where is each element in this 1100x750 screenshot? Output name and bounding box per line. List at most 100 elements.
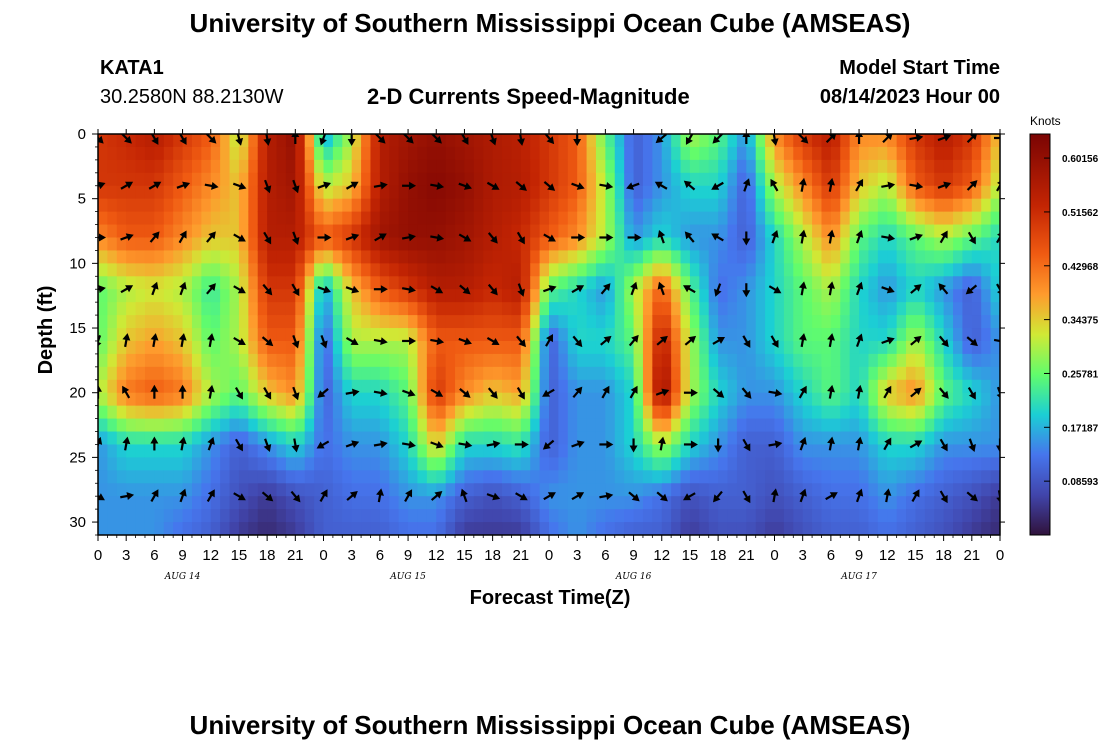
heatmap-cell	[830, 159, 841, 174]
heatmap-cell	[821, 470, 832, 484]
heatmap-cell	[210, 250, 221, 264]
current-arrow	[486, 492, 501, 501]
heatmap-cell	[586, 379, 597, 394]
heatmap-cell	[755, 509, 766, 523]
heatmap-cell	[267, 509, 278, 523]
heatmap-cell	[671, 315, 682, 329]
current-arrow	[178, 333, 187, 348]
heatmap-cell	[473, 315, 484, 329]
heatmap-cell	[868, 134, 879, 148]
heatmap-cell	[605, 496, 616, 510]
heatmap-cell	[408, 431, 419, 446]
heatmap-cell	[135, 392, 146, 407]
heatmap-cell	[849, 134, 860, 148]
heatmap-cell	[830, 496, 841, 510]
heatmap-cell	[464, 418, 475, 433]
heatmap-cell	[699, 483, 710, 497]
heatmap-cell	[924, 379, 935, 394]
heatmap-cell	[173, 509, 184, 523]
heatmap-cell	[361, 379, 372, 394]
heatmap-cell	[332, 509, 343, 523]
heatmap-cell	[210, 483, 221, 497]
heatmap-cell	[144, 263, 155, 277]
heatmap-cell	[210, 496, 221, 510]
heatmap-cell	[990, 224, 1000, 239]
heatmap-cell	[812, 418, 823, 433]
current-arrow	[627, 233, 642, 242]
heatmap-cell	[962, 146, 973, 161]
heatmap-cell	[821, 457, 832, 471]
heatmap-cell	[877, 237, 888, 252]
heatmap-cell	[661, 172, 672, 187]
heatmap-cell	[595, 366, 606, 381]
current-arrow	[179, 281, 187, 296]
heatmap-cell	[849, 353, 860, 368]
heatmap-cell	[793, 379, 804, 394]
heatmap-cell	[981, 353, 992, 368]
heatmap-cell	[558, 315, 569, 329]
heatmap-cell	[746, 185, 757, 200]
heatmap-cell	[605, 418, 616, 433]
heatmap-cell	[689, 418, 700, 433]
current-arrow	[430, 337, 445, 346]
heatmap-cell	[530, 198, 541, 213]
current-arrow	[430, 285, 444, 294]
heatmap-cell	[417, 198, 428, 213]
heatmap-cell	[755, 250, 766, 264]
heatmap-cell	[135, 224, 146, 239]
heatmap-cell	[887, 315, 898, 329]
heatmap-cell	[116, 470, 127, 484]
heatmap-cell	[699, 172, 710, 187]
heatmap-cell	[765, 496, 776, 510]
heatmap-cell	[962, 224, 973, 239]
footer-title: University of Southern Mississippi Ocean…	[189, 710, 911, 740]
heatmap-cell	[455, 146, 466, 161]
heatmap-cell	[426, 379, 437, 394]
heatmap-cell	[314, 250, 325, 264]
heatmap-cell	[943, 328, 954, 342]
heatmap-cell	[229, 431, 240, 446]
heatmap-cell	[840, 366, 851, 381]
heatmap-cell	[220, 237, 231, 252]
heatmap-cell	[661, 185, 672, 200]
heatmap-cell	[558, 522, 569, 535]
x-tick-label: 15	[682, 547, 699, 564]
heatmap-cell	[483, 224, 494, 239]
current-arrow	[910, 284, 922, 294]
heatmap-cell	[436, 237, 447, 252]
heatmap-cell	[323, 224, 334, 239]
heatmap-cell	[464, 509, 475, 523]
heatmap-cell	[408, 340, 419, 355]
heatmap-cell	[586, 522, 597, 535]
heatmap-cell	[267, 302, 278, 316]
heatmap-cell	[210, 353, 221, 368]
heatmap-cell	[849, 302, 860, 316]
heatmap-cell	[906, 224, 917, 239]
heatmap-cell	[605, 483, 616, 497]
heatmap-cell	[699, 379, 710, 394]
heatmap-cell	[624, 159, 635, 174]
current-arrow	[966, 180, 978, 191]
heatmap-cell	[248, 418, 259, 433]
heatmap-cell	[285, 522, 296, 535]
heatmap-cell	[455, 457, 466, 471]
heatmap-cell	[718, 289, 729, 303]
heatmap-cell	[915, 159, 926, 174]
heatmap-cell	[408, 522, 419, 535]
heatmap-cell	[408, 250, 419, 264]
heatmap-cell	[201, 392, 212, 407]
heatmap-cell	[304, 366, 315, 381]
heatmap-cell	[859, 237, 870, 252]
current-arrow	[827, 436, 835, 451]
heatmap-cell	[595, 172, 606, 187]
heatmap-cell	[98, 405, 108, 420]
heatmap-cell	[248, 302, 259, 316]
heatmap-cell	[577, 353, 588, 368]
heatmap-cell	[314, 457, 325, 471]
heatmap-cell	[849, 276, 860, 290]
heatmap-cell	[445, 496, 456, 510]
heatmap-cell	[511, 172, 522, 187]
heatmap-cell	[135, 457, 146, 471]
heatmap-cell	[708, 185, 719, 200]
heatmap-cell	[934, 509, 945, 523]
